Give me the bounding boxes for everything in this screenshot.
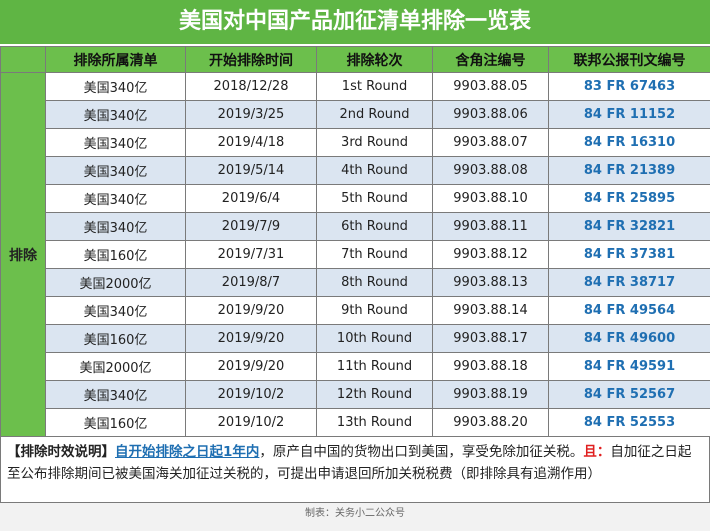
table-cell: 5th Round — [316, 184, 433, 213]
table-row: 排除 美国340亿 2018/12/28 1st Round 9903.88.05 83 … — [0, 72, 710, 437]
exclusion-table: 排除所属清单 开始排除时间 排除轮次 含角注编号 联邦公报刊文编号 排除 美国340亿 20… — [0, 46, 710, 437]
table-cell: 9903.88.19 — [432, 380, 549, 409]
table-cell: 美国340亿 — [45, 156, 186, 185]
table-cell: 84 FR 52553 — [548, 408, 710, 437]
table-cell: 6th Round — [316, 212, 433, 241]
table-cell: 美国340亿 — [45, 380, 186, 409]
table-cell: 9903.88.14 — [432, 296, 549, 325]
table-cell: 美国340亿 — [45, 128, 186, 157]
table-row: 美国340亿 2019/6/4 5th Round 9903.88.10 84 FR 2… — [1, 184, 710, 213]
table-cell: 8th Round — [316, 268, 433, 297]
table-cell: 83 FR 67463 — [548, 72, 710, 101]
table-row: 美国340亿 2019/7/9 6th Round 9903.88.11 84 FR 3… — [1, 212, 710, 241]
table-cell: 9903.88.17 — [432, 324, 549, 353]
table-cell: 9th Round — [316, 296, 433, 325]
footer: 制表：关务小二公众号 — [305, 508, 405, 519]
table-row: 美国160亿 2019/7/31 7th Round 9903.88.12 84 FR … — [1, 240, 710, 269]
note-highlight: 自开始排除之日起1年内 — [115, 444, 260, 460]
table-cell: 2019/10/2 — [185, 408, 317, 437]
table-cell: 2019/3/25 — [185, 100, 317, 129]
table-cell: 美国340亿 — [45, 100, 186, 129]
table-cell: 美国340亿 — [45, 296, 186, 325]
column-header: 排除所属清单 — [45, 46, 186, 73]
table-cell: 9903.88.11 — [432, 212, 549, 241]
table-row: 美国340亿 2019/3/25 2nd Round 9903.88.06 84 FR … — [1, 100, 710, 129]
table-cell: 3rd Round — [316, 128, 433, 157]
note-text: ，原产自中国的货物出口到美国，享受免除加征关税。 — [259, 444, 584, 460]
column-header: 开始排除时间 — [185, 46, 317, 73]
table-cell: 2nd Round — [316, 100, 433, 129]
table-cell: 84 FR 16310 — [548, 128, 710, 157]
table-cell: 美国2000亿 — [45, 352, 186, 381]
table-cell: 84 FR 52567 — [548, 380, 710, 409]
table-cell: 美国160亿 — [45, 408, 186, 437]
table-cell: 2019/9/20 — [185, 296, 317, 325]
table-cell: 84 FR 11152 — [548, 100, 710, 129]
table-cell: 84 FR 38717 — [548, 268, 710, 297]
table-cell: 9903.88.13 — [432, 268, 549, 297]
table-cell: 2019/6/4 — [185, 184, 317, 213]
note-label: 【排除时效说明】 — [7, 444, 115, 460]
note: 【排除时效说明】自开始排除之日起1年内，原产自中国的货物出口到美国，享受免除加征… — [0, 437, 710, 503]
table-cell: 2018/12/28 — [185, 72, 317, 101]
table-cell: 2019/8/7 — [185, 268, 317, 297]
table-cell: 2019/4/18 — [185, 128, 317, 157]
table-cell: 4th Round — [316, 156, 433, 185]
column-header: 含角注编号 — [432, 46, 549, 73]
table-cell: 9903.88.10 — [432, 184, 549, 213]
table-cell: 美国2000亿 — [45, 268, 186, 297]
table-row: 美国340亿 2019/4/18 3rd Round 9903.88.07 84 FR … — [1, 128, 710, 157]
table-cell: 2019/10/2 — [185, 380, 317, 409]
side-label: 排除 — [0, 72, 46, 437]
table-cell: 2019/9/20 — [185, 352, 317, 381]
note-emphasis: 且： — [583, 444, 611, 460]
table-row: 美国160亿 2019/9/20 10th Round 9903.88.17 84 FR… — [1, 324, 710, 353]
table-cell: 9903.88.20 — [432, 408, 549, 437]
table-cell: 美国340亿 — [45, 212, 186, 241]
table-cell: 2019/7/9 — [185, 212, 317, 241]
table-cell: 2019/9/20 — [185, 324, 317, 353]
table-cell: 2019/5/14 — [185, 156, 317, 185]
header-row: 排除所属清单 开始排除时间 排除轮次 含角注编号 联邦公报刊文编号 — [0, 46, 710, 73]
table-cell: 9903.88.07 — [432, 128, 549, 157]
note-text: 自加征之日起至公布排除期间已被美国海关加征过关税的，可提出申请退回所加关税税费（… — [7, 444, 692, 482]
table-cell: 9903.88.12 — [432, 240, 549, 269]
table-row: 美国2000亿 2019/8/7 8th Round 9903.88.13 84 FR … — [1, 268, 710, 297]
table-cell: 9903.88.05 — [432, 72, 549, 101]
table-cell: 84 FR 49564 — [548, 296, 710, 325]
table-cell: 84 FR 32821 — [548, 212, 710, 241]
table-cell: 84 FR 49600 — [548, 324, 710, 353]
table-cell: 12th Round — [316, 380, 433, 409]
table-cell: 1st Round — [316, 72, 433, 101]
table-cell: 9903.88.18 — [432, 352, 549, 381]
table-cell: 2019/7/31 — [185, 240, 317, 269]
table-cell: 美国160亿 — [45, 240, 186, 269]
table-cell: 84 FR 25895 — [548, 184, 710, 213]
table-row: 美国2000亿 2019/9/20 11th Round 9903.88.18 84 F… — [1, 352, 710, 381]
table-cell: 7th Round — [316, 240, 433, 269]
table-cell: 84 FR 49591 — [548, 352, 710, 381]
table-row: 美国160亿 2019/10/2 13th Round 9903.88.20 84 FR… — [1, 408, 710, 437]
table-cell: 84 FR 37381 — [548, 240, 710, 269]
table-cell: 84 FR 21389 — [548, 156, 710, 185]
table-row: 美国340亿 2019/9/20 9th Round 9903.88.14 84 FR … — [1, 296, 710, 325]
column-header: 排除轮次 — [316, 46, 433, 73]
table-row: 美国340亿 2019/5/14 4th Round 9903.88.08 84 FR … — [1, 156, 710, 185]
table-row: 美国340亿 2019/10/2 12th Round 9903.88.19 84 FR… — [1, 380, 710, 409]
title: 美国对中国产品加征清单排除一览表 — [0, 0, 710, 46]
table-cell: 9903.88.08 — [432, 156, 549, 185]
table-cell: 美国340亿 — [45, 72, 186, 101]
corner — [0, 46, 46, 73]
table-cell: 9903.88.06 — [432, 100, 549, 129]
table-cell: 美国340亿 — [45, 184, 186, 213]
table-cell: 13th Round — [316, 408, 433, 437]
table-body: 排除 美国340亿 2018/12/28 1st Round 9903.88.05 83 … — [0, 72, 710, 437]
column-header: 联邦公报刊文编号 — [548, 46, 710, 73]
table-cell: 11th Round — [316, 352, 433, 381]
table-cell: 美国160亿 — [45, 324, 186, 353]
table-cell: 10th Round — [316, 324, 433, 353]
